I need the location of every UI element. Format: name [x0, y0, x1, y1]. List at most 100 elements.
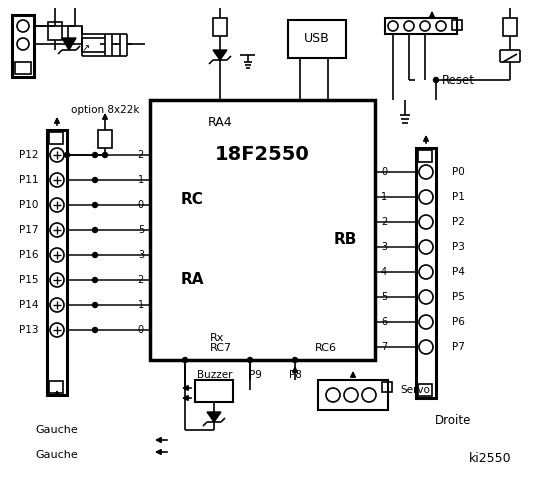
Circle shape [326, 388, 340, 402]
Text: P4: P4 [452, 267, 465, 277]
Text: option 8x22k: option 8x22k [71, 105, 139, 115]
Circle shape [92, 228, 97, 232]
Bar [15, 62, 31, 74]
Bar [68, 26, 82, 44]
Circle shape [248, 358, 253, 362]
Text: 0: 0 [138, 200, 144, 210]
Text: P12: P12 [18, 150, 38, 160]
Circle shape [436, 21, 446, 31]
Circle shape [50, 148, 64, 162]
Circle shape [17, 20, 29, 32]
Bar [150, 100, 375, 360]
Text: 5: 5 [138, 225, 144, 235]
Circle shape [92, 252, 97, 257]
Text: 7: 7 [381, 342, 387, 352]
Text: 18F2550: 18F2550 [215, 145, 310, 165]
Text: P1: P1 [452, 192, 465, 202]
Bar [47, 130, 67, 395]
Circle shape [419, 315, 433, 329]
Circle shape [102, 153, 107, 157]
Text: 1: 1 [381, 192, 387, 202]
Bar [318, 380, 388, 410]
Bar [382, 382, 392, 392]
Polygon shape [62, 38, 76, 50]
Circle shape [419, 215, 433, 229]
Text: P6: P6 [452, 317, 465, 327]
Text: P2: P2 [452, 217, 465, 227]
Text: 0: 0 [381, 167, 387, 177]
Text: RB: RB [333, 232, 357, 248]
Text: USB: USB [304, 33, 330, 46]
Circle shape [419, 265, 433, 279]
Circle shape [50, 173, 64, 187]
Circle shape [419, 165, 433, 179]
Bar [195, 380, 233, 402]
Text: 2: 2 [138, 150, 144, 160]
Text: P3: P3 [452, 242, 465, 252]
Polygon shape [207, 412, 221, 422]
Text: 4: 4 [381, 267, 387, 277]
Bar [98, 130, 112, 148]
Text: ↗: ↗ [82, 43, 90, 53]
Text: P11: P11 [18, 175, 38, 185]
Polygon shape [213, 50, 227, 60]
Text: P16: P16 [18, 250, 38, 260]
Circle shape [50, 248, 64, 262]
Circle shape [434, 77, 439, 83]
Text: 3: 3 [138, 250, 144, 260]
Circle shape [420, 21, 430, 31]
Text: RA4: RA4 [208, 116, 232, 129]
Text: ki2550: ki2550 [469, 452, 512, 465]
Circle shape [92, 327, 97, 333]
Circle shape [92, 153, 97, 157]
Circle shape [92, 203, 97, 207]
Circle shape [92, 277, 97, 283]
Text: 1: 1 [138, 300, 144, 310]
Text: 2: 2 [138, 275, 144, 285]
Text: Reset: Reset [442, 73, 475, 86]
Text: 2: 2 [381, 217, 387, 227]
Text: P8: P8 [289, 370, 301, 380]
Bar [49, 381, 63, 393]
Circle shape [92, 302, 97, 308]
Bar [49, 132, 63, 144]
Circle shape [50, 298, 64, 312]
Text: Servo: Servo [400, 385, 430, 395]
Text: RC7: RC7 [210, 343, 232, 353]
Bar [385, 18, 457, 34]
Circle shape [293, 358, 298, 362]
Circle shape [419, 290, 433, 304]
Text: P5: P5 [452, 292, 465, 302]
Circle shape [362, 388, 376, 402]
Circle shape [50, 223, 64, 237]
Text: RC: RC [181, 192, 204, 207]
Circle shape [50, 198, 64, 212]
Circle shape [182, 358, 187, 362]
Bar [416, 148, 436, 398]
Bar [418, 150, 432, 162]
Circle shape [419, 190, 433, 204]
Text: 1: 1 [138, 175, 144, 185]
Text: P9: P9 [248, 370, 262, 380]
Circle shape [50, 323, 64, 337]
Text: P7: P7 [452, 342, 465, 352]
Circle shape [65, 153, 70, 157]
Bar [452, 20, 462, 30]
Bar [48, 22, 62, 40]
Bar [288, 20, 346, 58]
Text: P13: P13 [18, 325, 38, 335]
Bar [213, 18, 227, 36]
Circle shape [50, 273, 64, 287]
Text: P10: P10 [19, 200, 38, 210]
Text: Gauche: Gauche [35, 425, 79, 435]
Text: P15: P15 [18, 275, 38, 285]
Circle shape [92, 178, 97, 182]
Bar [12, 15, 34, 77]
Text: Buzzer: Buzzer [197, 370, 233, 380]
Text: Gauche: Gauche [35, 450, 79, 460]
Text: RA: RA [180, 273, 204, 288]
Text: P0: P0 [452, 167, 465, 177]
Text: 3: 3 [381, 242, 387, 252]
Circle shape [419, 240, 433, 254]
Circle shape [17, 38, 29, 50]
